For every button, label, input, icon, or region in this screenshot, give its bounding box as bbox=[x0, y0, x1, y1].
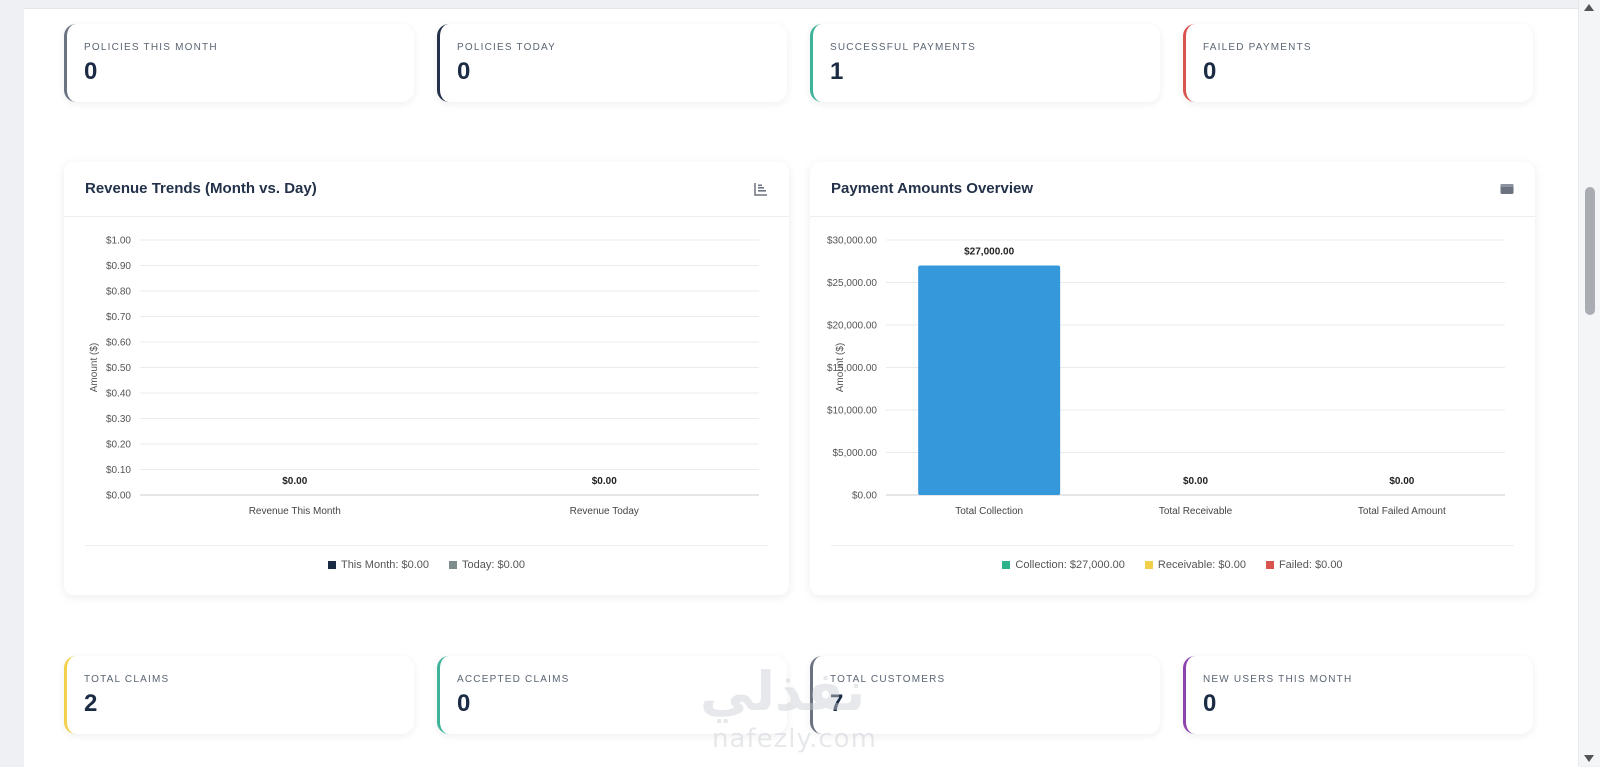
legend-swatch bbox=[1144, 561, 1153, 569]
y-tick-label: $0.10 bbox=[106, 465, 131, 476]
revenue-legend: This Month: $0.00 Today: $0.00 bbox=[64, 559, 789, 571]
legend-label: Receivable: $0.00 bbox=[1157, 559, 1246, 571]
stat-value: 0 bbox=[1203, 58, 1217, 85]
revenue-chart: $1.00 $0.90 $0.80 $0.70 $0.60 $0.50 $0.40 $0.30… bbox=[89, 236, 759, 517]
stat-label: TOTAL CUSTOMERS bbox=[830, 674, 946, 685]
wallet-icon[interactable] bbox=[1500, 182, 1514, 196]
legend-item[interactable]: This Month: $0.00 bbox=[327, 559, 430, 571]
bar-chart-icon[interactable] bbox=[754, 182, 768, 196]
legend-label: This Month: $0.00 bbox=[340, 559, 430, 571]
y-tick-label: $15,000.00 bbox=[827, 363, 877, 374]
legend-label: Today: $0.00 bbox=[462, 559, 526, 571]
stat-card: POLICIES THIS MONTH 0 bbox=[64, 24, 414, 102]
stat-value: 0 bbox=[84, 58, 98, 85]
scroll-down-arrow-icon[interactable] bbox=[1584, 755, 1594, 762]
y-tick-label: $0.00 bbox=[852, 491, 877, 502]
payment-chart: $30,000.00 $25,000.00 $20,000.00 $15,000.00… bbox=[827, 236, 1505, 517]
x-tick-label: Total Receivable bbox=[1159, 506, 1233, 517]
x-tick-label: Total Failed Amount bbox=[1358, 506, 1446, 517]
card-header: Revenue Trends (Month vs. Day) bbox=[64, 162, 789, 217]
y-tick-label: $0.70 bbox=[106, 312, 131, 323]
payment-amounts-card: Payment Amounts Overview $30,000.00 $25,0… bbox=[810, 162, 1535, 595]
y-tick-label: $0.20 bbox=[106, 440, 131, 451]
stat-card: ACCEPTED CLAIMS 0 bbox=[437, 656, 787, 734]
y-axis-title: Amount ($) bbox=[835, 343, 846, 392]
legend-swatch bbox=[327, 561, 336, 569]
stat-value: 1 bbox=[830, 58, 844, 85]
scroll-up-arrow-icon[interactable] bbox=[1584, 4, 1594, 11]
stat-label: SUCCESSFUL PAYMENTS bbox=[830, 42, 976, 53]
stat-label: NEW USERS THIS MONTH bbox=[1203, 674, 1353, 685]
stat-card: POLICIES TODAY 0 bbox=[437, 24, 787, 102]
legend-divider bbox=[85, 545, 768, 546]
legend-item[interactable]: Collection: $27,000.00 bbox=[1002, 559, 1125, 571]
y-tick-label: $0.00 bbox=[106, 491, 131, 502]
legend-swatch bbox=[449, 561, 458, 569]
stat-label: FAILED PAYMENTS bbox=[1203, 42, 1312, 53]
stat-value: 2 bbox=[84, 690, 98, 717]
data-label: $0.00 bbox=[592, 476, 617, 487]
stat-card: FAILED PAYMENTS 0 bbox=[1183, 24, 1533, 102]
card-header: Payment Amounts Overview bbox=[810, 162, 1535, 217]
revenue-trends-card: Revenue Trends (Month vs. Day) $1.00 $0.9… bbox=[64, 162, 789, 595]
stat-value: 0 bbox=[1203, 690, 1217, 717]
legend-divider bbox=[831, 545, 1514, 546]
data-label: $0.00 bbox=[1389, 476, 1414, 487]
stat-label: POLICIES TODAY bbox=[457, 42, 557, 53]
legend-swatch bbox=[1002, 561, 1011, 569]
y-tick-label: $5,000.00 bbox=[833, 448, 878, 459]
legend-swatch bbox=[1265, 561, 1274, 569]
y-tick-label: $0.50 bbox=[106, 363, 131, 374]
y-tick-label: $0.40 bbox=[106, 389, 131, 400]
stat-value: 0 bbox=[457, 690, 471, 717]
y-tick-label: $1.00 bbox=[106, 236, 131, 247]
stat-card: TOTAL CUSTOMERS 7 bbox=[810, 656, 1160, 734]
bar bbox=[918, 265, 1061, 495]
x-tick-label: Revenue Today bbox=[570, 506, 639, 517]
card-title: Revenue Trends (Month vs. Day) bbox=[85, 180, 317, 197]
scroll-thumb[interactable] bbox=[1585, 187, 1595, 315]
stat-label: POLICIES THIS MONTH bbox=[84, 42, 218, 53]
legend-item[interactable]: Failed: $0.00 bbox=[1265, 559, 1343, 571]
y-axis-title: Amount ($) bbox=[89, 343, 100, 392]
stat-label: ACCEPTED CLAIMS bbox=[457, 674, 570, 685]
data-label: $27,000.00 bbox=[964, 247, 1014, 258]
y-tick-label: $0.90 bbox=[106, 261, 131, 272]
data-label: $0.00 bbox=[1183, 476, 1208, 487]
legend-label: Failed: $0.00 bbox=[1278, 559, 1343, 571]
stat-card: SUCCESSFUL PAYMENTS 1 bbox=[810, 24, 1160, 102]
data-label: $0.00 bbox=[282, 476, 307, 487]
payment-legend: Collection: $27,000.00 Receivable: $0.00 F… bbox=[810, 559, 1535, 571]
x-tick-label: Revenue This Month bbox=[249, 506, 341, 517]
legend-item[interactable]: Receivable: $0.00 bbox=[1144, 559, 1246, 571]
legend-item[interactable]: Today: $0.00 bbox=[449, 559, 525, 571]
stat-card: TOTAL CLAIMS 2 bbox=[64, 656, 414, 734]
card-title: Payment Amounts Overview bbox=[831, 180, 1034, 197]
left-gutter bbox=[0, 0, 24, 766]
y-tick-label: $30,000.00 bbox=[827, 236, 877, 247]
y-tick-label: $25,000.00 bbox=[827, 278, 877, 289]
stat-label: TOTAL CLAIMS bbox=[84, 674, 170, 685]
y-tick-label: $0.30 bbox=[106, 414, 131, 425]
stat-card: NEW USERS THIS MONTH 0 bbox=[1183, 656, 1533, 734]
y-tick-label: $0.80 bbox=[106, 287, 131, 298]
legend-label: Collection: $27,000.00 bbox=[1015, 559, 1125, 571]
vertical-scrollbar[interactable] bbox=[1578, 0, 1600, 766]
stat-value: 0 bbox=[457, 58, 471, 85]
y-tick-label: $0.60 bbox=[106, 338, 131, 349]
stat-value: 7 bbox=[830, 690, 844, 717]
y-tick-label: $20,000.00 bbox=[827, 321, 877, 332]
y-tick-label: $10,000.00 bbox=[827, 406, 877, 417]
x-tick-label: Total Collection bbox=[955, 506, 1023, 517]
